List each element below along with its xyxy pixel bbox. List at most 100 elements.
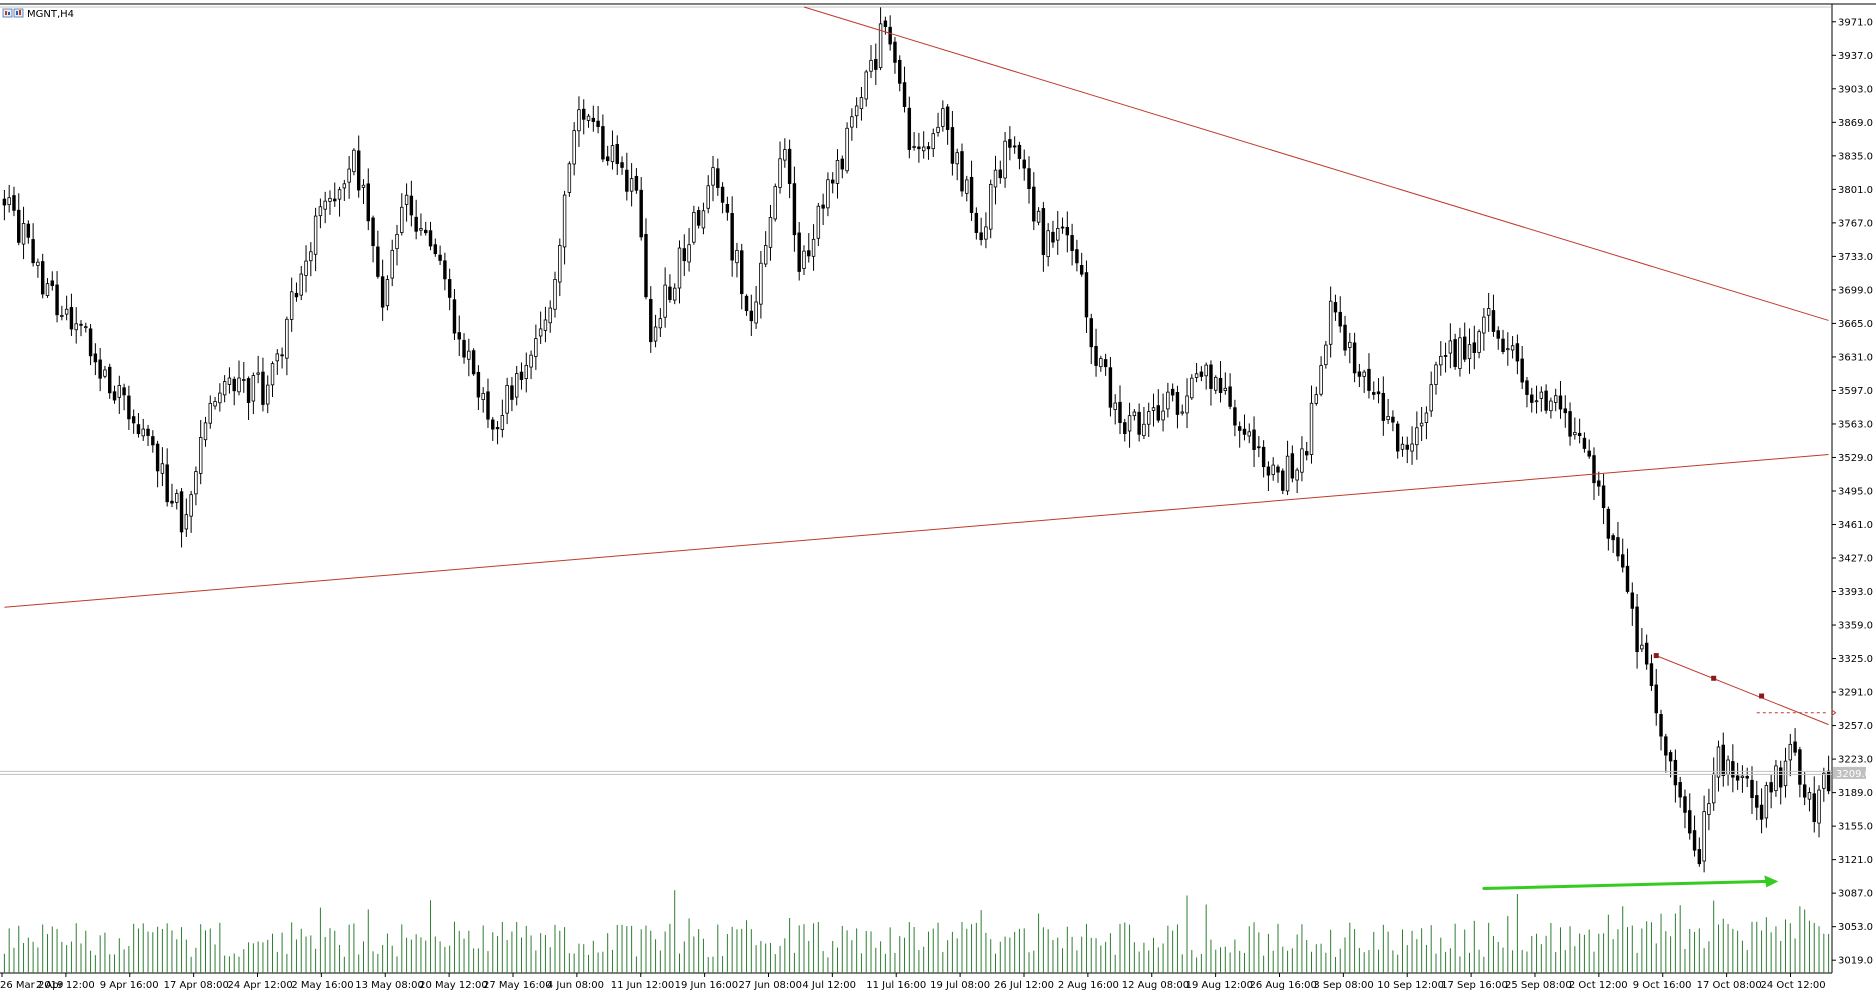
candle — [400, 193, 404, 236]
candle-body — [1721, 744, 1725, 776]
candle — [830, 172, 835, 194]
candle-body — [1506, 348, 1510, 351]
candle-body — [1309, 402, 1314, 455]
candle-body — [146, 428, 150, 436]
candle — [950, 111, 955, 176]
candle — [1079, 252, 1084, 277]
candle — [1113, 394, 1117, 425]
candle — [1372, 381, 1376, 400]
candle-body — [1237, 426, 1242, 431]
candle — [1142, 406, 1146, 440]
time-tick-label: 24 Oct 12:00 — [1760, 980, 1825, 991]
candle-body — [1300, 448, 1304, 473]
candle-body — [1151, 407, 1156, 411]
candle — [1127, 402, 1132, 448]
candle — [108, 363, 112, 399]
candle-body — [175, 493, 179, 503]
candle-body — [1242, 428, 1247, 435]
candle — [850, 108, 854, 141]
candle — [792, 166, 797, 252]
candle-body — [1458, 337, 1462, 369]
candle-body — [960, 151, 964, 192]
candle-body — [1362, 371, 1366, 377]
trendline-descending-resistance[interactable] — [803, 6, 1829, 321]
candle-body — [582, 108, 586, 120]
candle — [625, 152, 629, 201]
candle — [1601, 473, 1606, 525]
candle-body — [213, 401, 217, 407]
candle — [859, 86, 864, 121]
candle-body — [1673, 759, 1678, 786]
candle — [79, 320, 83, 337]
candle-body — [160, 463, 165, 474]
candle — [1486, 292, 1491, 332]
candle-body — [1793, 741, 1797, 753]
candle — [1060, 217, 1065, 234]
candle-body — [1228, 386, 1232, 407]
candle-body — [165, 464, 169, 503]
candle-body — [385, 279, 390, 307]
candle — [1285, 440, 1290, 496]
candle — [1017, 141, 1022, 170]
candle — [55, 271, 59, 323]
candle — [1793, 728, 1797, 756]
candle-body — [198, 437, 203, 474]
candle — [1108, 356, 1113, 417]
candle — [567, 161, 572, 197]
candle-body — [151, 436, 155, 446]
candle — [1534, 385, 1539, 414]
candle — [1822, 767, 1826, 802]
candle-body — [21, 223, 26, 245]
candle — [481, 387, 485, 413]
candle — [1314, 386, 1319, 406]
candle-body — [1003, 140, 1007, 179]
candle-body — [1252, 429, 1256, 450]
candle-body — [1214, 376, 1218, 391]
candle — [1812, 776, 1816, 833]
candle — [342, 179, 347, 201]
candle — [787, 139, 792, 199]
candle-body — [874, 59, 878, 70]
candle — [1731, 744, 1735, 793]
candle-body — [577, 109, 581, 132]
candle-body — [36, 261, 40, 266]
candle-body — [1328, 300, 1333, 345]
candle-body — [936, 126, 940, 133]
candle — [1759, 788, 1764, 834]
chart-window-icon — [2, 8, 24, 18]
candle — [1764, 781, 1769, 828]
candle — [730, 196, 734, 277]
candle — [21, 206, 26, 260]
price-tick-label: 3053.0 — [1838, 922, 1873, 933]
price-tick-label: 3733.0 — [1838, 252, 1873, 263]
candle — [2, 189, 7, 221]
candle-body — [1386, 416, 1390, 421]
candle-body — [1017, 144, 1022, 159]
candle — [1032, 172, 1036, 231]
price-tick-label: 3835.0 — [1838, 151, 1873, 162]
candle-body — [778, 158, 782, 188]
candle-body — [1707, 803, 1711, 815]
candle — [467, 338, 471, 377]
candle — [1214, 375, 1218, 394]
price-axis[interactable]: 3971.0 3937.0 3903.0 3869.0 3835.0 3801.0 3767… — [1832, 17, 1873, 967]
candle — [1305, 442, 1309, 461]
candle-body — [1391, 416, 1395, 423]
trendlines[interactable] — [0, 6, 1837, 775]
candle — [763, 231, 768, 268]
candle-body — [1012, 145, 1017, 148]
candle — [1621, 538, 1625, 573]
candle-body — [50, 280, 54, 286]
candle-body — [902, 82, 907, 107]
time-tick-label: 19 Jul 08:00 — [930, 980, 990, 991]
candle-body — [141, 428, 145, 437]
trendline-ascending-support[interactable] — [4, 454, 1829, 608]
candle — [639, 177, 643, 241]
candle — [1395, 421, 1400, 459]
candle — [1582, 432, 1587, 453]
candle — [653, 314, 658, 348]
candle — [1084, 260, 1089, 333]
candle-body — [1520, 358, 1524, 383]
